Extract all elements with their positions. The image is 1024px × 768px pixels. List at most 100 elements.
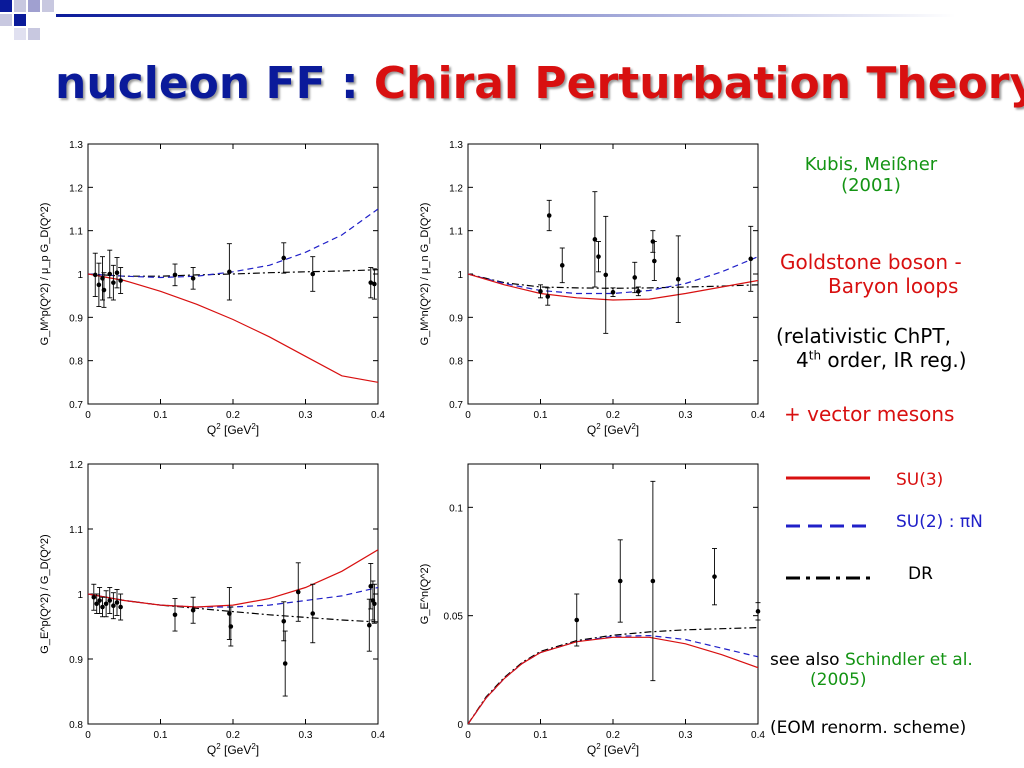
x-axis-label: Q2 [GeV2] [207, 742, 259, 757]
y-axis-label: G_E^n(Q^2) [419, 564, 431, 624]
x-tick-label: 0 [465, 410, 471, 421]
y-tick-label: 0.1 [449, 503, 463, 514]
x-tick-label: 0.1 [154, 730, 168, 741]
chart-gen: 0 0.1 0.2 0.3 0.4 0 0.05 0.1 Q2 [GeV2] G_E^n(Q^2) [410, 452, 770, 764]
data-point [281, 619, 287, 624]
curve-su3 [88, 549, 378, 608]
curve-su3 [468, 636, 758, 724]
x-tick-label: 0.3 [299, 730, 313, 741]
legend-su3-label: SU(3) [896, 470, 944, 490]
data-point [368, 583, 374, 589]
x-tick-label: 0.1 [154, 410, 168, 421]
x-tick-label: 0 [85, 410, 91, 421]
y-tick-label: 0.8 [69, 720, 83, 731]
chart-gmp: 0 0.1 0.2 0.3 0.4 0.7 0.8 0.9 1 1.1 1.2 1.3 Q2 [GeV2… [30, 132, 390, 444]
data-point [100, 604, 105, 610]
x-tick-label: 0.2 [606, 410, 620, 421]
x-tick-label: 0.1 [534, 730, 548, 741]
see-also-ref: Schindler et al. [844, 650, 973, 670]
data-point [228, 624, 234, 629]
curve-dr [88, 593, 378, 623]
legend-dr-line [786, 576, 870, 580]
data-point [190, 276, 196, 281]
data-point [574, 617, 580, 623]
data-point [101, 287, 107, 293]
curve-su2 [88, 586, 378, 608]
y-axis-label: G_E^p(Q^2) / G_D(Q^2) [39, 534, 51, 653]
data-point [632, 275, 638, 280]
data-point [227, 269, 232, 275]
chart-gmp-svg: 0 0.1 0.2 0.3 0.4 0.7 0.8 0.9 1 1.1 1.2 1.3 Q2 [GeV2… [39, 140, 385, 437]
y-tick-label: 1 [457, 270, 463, 281]
data-point [617, 578, 623, 584]
y-axis-label: G_M^p(Q^2) / μ_p G_D(Q^2) [39, 203, 51, 346]
legend-su2-line [786, 524, 870, 528]
chpt-note: (relativistic ChPT, 4th order, IR reg.) [776, 324, 967, 372]
data-point [96, 282, 102, 288]
y-tick-label: 0 [457, 720, 463, 731]
x-axis-label: Q2 [GeV2] [587, 422, 639, 437]
data-point [114, 270, 120, 275]
x-tick-label: 0.4 [751, 410, 765, 421]
chart-gen-svg: 0 0.1 0.2 0.3 0.4 0 0.05 0.1 Q2 [GeV2] G_E^n(Q^2) [419, 463, 765, 757]
see-also-text: see also [770, 650, 840, 670]
data-point [172, 272, 178, 278]
y-tick-label: 0.7 [449, 400, 463, 411]
chart-gmn: 0 0.1 0.2 0.3 0.4 0.7 0.8 0.9 1 1.1 1.2 1.3 Q2 [GeV2… [410, 132, 770, 444]
curve-dr [468, 627, 758, 724]
y-tick-label: 1.2 [69, 183, 83, 194]
chart-gep: 0 0.1 0.2 0.3 0.4 0.8 0.9 1 1.1 1.2 Q2 [GeV2] G_E^p… [30, 452, 390, 764]
x-tick-label: 0.1 [534, 410, 548, 421]
ref-kubis-line2: (2001) [841, 175, 901, 196]
title-rule [56, 14, 956, 17]
data-point [559, 263, 565, 268]
data-point [603, 272, 609, 278]
page-title: nucleon FF : Chiral Perturbation Theory [55, 58, 1024, 109]
y-tick-label: 0.05 [444, 612, 464, 623]
y-tick-label: 0.9 [69, 655, 83, 666]
curve-su3 [468, 273, 758, 301]
data-point [114, 600, 120, 605]
y-tick-label: 0.8 [449, 357, 463, 368]
chpt-line1: (relativistic ChPT, [776, 324, 951, 348]
y-axis-label: G_M^n(Q^2) / μ_n G_D(Q^2) [419, 203, 431, 346]
data-point [190, 607, 196, 613]
data-point [103, 601, 109, 607]
vector-mesons-note: + vector mesons [784, 402, 955, 426]
data-point [111, 280, 116, 285]
legend-dr-label: DR [908, 564, 933, 584]
chpt-line2: 4th order, IR reg.) [776, 348, 967, 372]
data-point [755, 609, 761, 614]
y-tick-label: 1 [77, 590, 83, 601]
legend-su3-line [786, 476, 870, 480]
x-tick-label: 0.3 [679, 730, 693, 741]
y-tick-label: 1.1 [449, 227, 463, 238]
data-point [650, 578, 656, 584]
loops-line1: Goldstone boson - [780, 250, 962, 274]
x-tick-label: 0.4 [371, 730, 385, 741]
data-point [367, 622, 372, 628]
loops-line2: Baryon loops [828, 274, 959, 298]
data-point [107, 598, 113, 603]
loops-note: Goldstone boson - Baryon loops [780, 250, 962, 298]
legend-su2-label: SU(2) : πN [896, 512, 983, 532]
data-point [610, 289, 616, 295]
data-point [91, 594, 97, 600]
curve-su3 [88, 273, 378, 383]
data-point [372, 281, 377, 287]
y-tick-label: 1.3 [449, 140, 463, 151]
x-tick-label: 0.3 [299, 410, 313, 421]
see-also-year: (2005) [810, 670, 867, 690]
y-tick-label: 0.7 [69, 400, 83, 411]
data-point [596, 254, 601, 259]
chart-gep-svg: 0 0.1 0.2 0.3 0.4 0.8 0.9 1 1.1 1.2 Q2 [GeV2] G_E^p… [39, 460, 385, 757]
data-point [295, 589, 301, 595]
y-tick-label: 1.3 [69, 140, 83, 151]
ref-kubis-line1: Kubis, Meißner [804, 154, 938, 175]
y-tick-label: 0.8 [69, 357, 83, 368]
x-tick-label: 0.2 [226, 410, 240, 421]
curve-dr [88, 269, 378, 277]
data-point [281, 255, 287, 261]
x-tick-label: 0.4 [371, 410, 385, 421]
x-tick-label: 0.4 [751, 730, 765, 741]
